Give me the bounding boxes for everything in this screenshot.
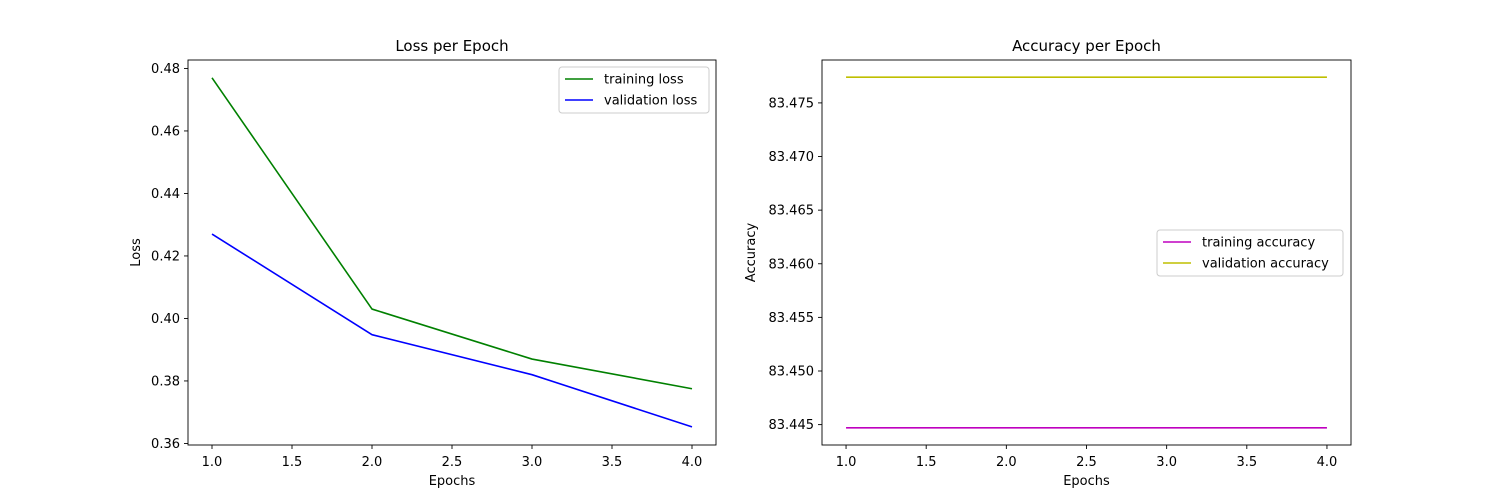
loss-series-line-1 <box>211 77 693 390</box>
accuracy-legend-box <box>1156 229 1344 277</box>
loss-legend-label-2: validation loss <box>604 94 697 109</box>
accuracy-x-tick-label: 3.0 <box>1156 455 1177 470</box>
accuracy-x-tick-label: 3.5 <box>1236 455 1257 470</box>
accuracy-x-tick-label: 4.0 <box>1317 455 1338 470</box>
accuracy-y-tick-label: 83.470 <box>769 150 815 165</box>
loss-x-tick-label: 3.0 <box>522 455 543 470</box>
loss-plot-area <box>188 60 716 445</box>
loss-legend-label-1: training loss <box>604 73 684 88</box>
accuracy-x-tick-label: 2.0 <box>996 455 1017 470</box>
accuracy-axes-frame <box>821 59 1352 446</box>
accuracy-chart-title: Accuracy per Epoch <box>1012 37 1161 55</box>
accuracy-y-tick-label: 83.475 <box>769 96 815 111</box>
loss-x-tick-label: 2.0 <box>362 455 383 470</box>
loss-y-tick-label: 0.38 <box>151 374 180 389</box>
loss-y-tick-label: 0.42 <box>151 249 180 264</box>
loss-chart: 1.0 1.5 2.0 2.5 3.0 3.5 4.0 0.36 0.38 0.40 0.42 0.4… <box>129 37 717 489</box>
accuracy-y-tick-label: 83.450 <box>769 365 815 380</box>
accuracy-legend: training accuracy validation accuracy <box>1156 229 1344 277</box>
loss-y-tick-label: 0.36 <box>151 437 180 452</box>
loss-chart-title: Loss per Epoch <box>395 37 508 55</box>
loss-y-tick-label: 0.44 <box>151 187 180 202</box>
loss-y-tick-label: 0.46 <box>151 124 180 139</box>
accuracy-y-tick-label: 83.465 <box>769 204 815 219</box>
loss-legend-box <box>558 66 710 114</box>
loss-x-tick-label: 4.0 <box>682 455 703 470</box>
accuracy-y-axis-label: Accuracy <box>744 223 759 283</box>
loss-x-axis-label: Epochs <box>429 474 476 489</box>
accuracy-x-tick-label: 1.5 <box>916 455 937 470</box>
loss-y-axis-label: Loss <box>129 238 144 267</box>
loss-axes-frame <box>187 59 717 446</box>
accuracy-y-tick-label: 83.460 <box>769 257 815 272</box>
accuracy-x-tick-label: 2.5 <box>1076 455 1097 470</box>
loss-x-tick-label: 3.5 <box>602 455 623 470</box>
loss-legend: training loss validation loss <box>558 66 710 114</box>
accuracy-x-tick-label: 1.0 <box>836 455 857 470</box>
loss-x-tick-label: 1.0 <box>202 455 223 470</box>
loss-x-tick-label: 1.5 <box>282 455 303 470</box>
accuracy-legend-label-2: validation accuracy <box>1202 257 1329 272</box>
loss-x-tick-label: 2.5 <box>442 455 463 470</box>
accuracy-y-tick-label: 83.455 <box>769 311 815 326</box>
accuracy-x-axis-label: Epochs <box>1063 474 1110 489</box>
loss-y-tick-label: 0.48 <box>151 62 180 77</box>
loss-series-line-2 <box>211 233 693 428</box>
accuracy-y-tick-label: 83.445 <box>769 418 815 433</box>
loss-y-tick-label: 0.40 <box>151 312 180 327</box>
accuracy-chart: 1.0 1.5 2.0 2.5 3.0 3.5 4.0 83.445 83.450 83.455 8… <box>744 37 1352 489</box>
accuracy-legend-label-1: training accuracy <box>1202 236 1315 251</box>
